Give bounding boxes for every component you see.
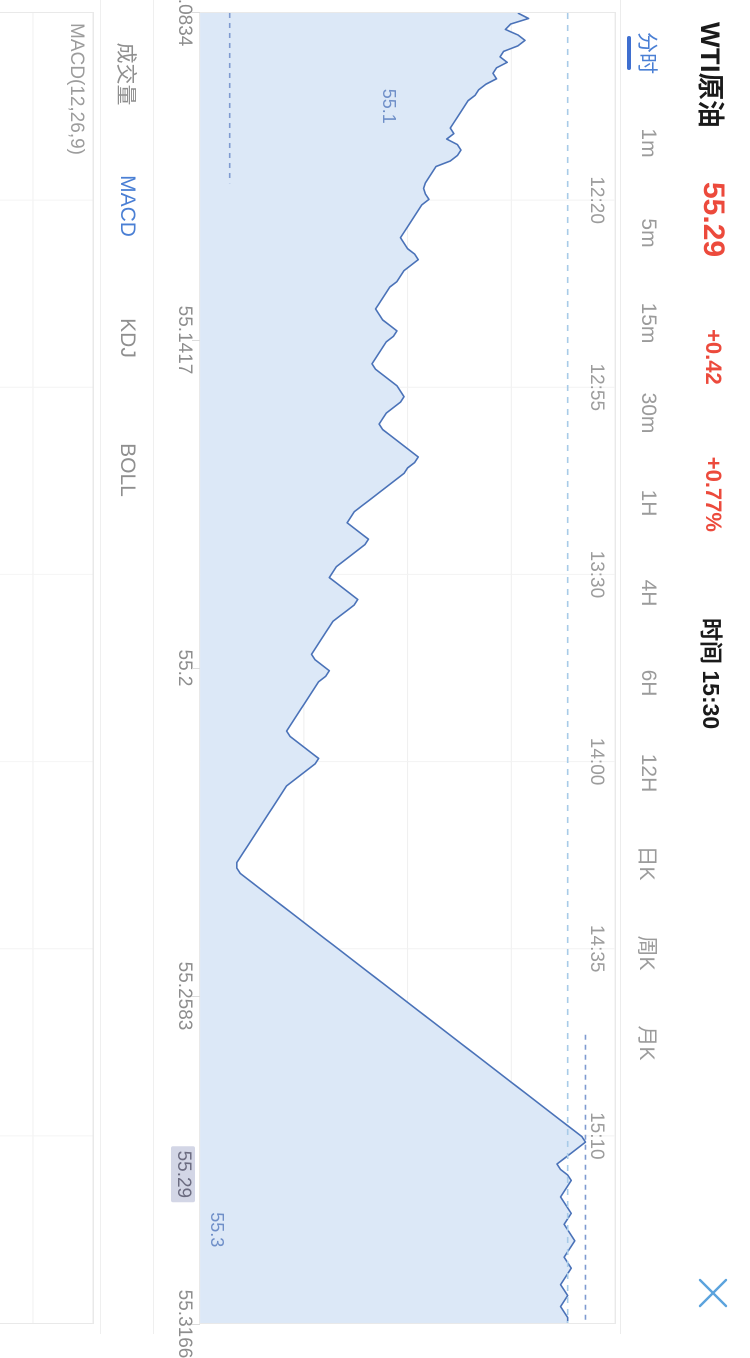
- tab-period-1m[interactable]: 1m: [621, 98, 676, 188]
- price-axis-tick-mark: [192, 1324, 201, 1325]
- tab-label: 分时: [635, 32, 659, 74]
- chart-body: 12:20 12:55 13:30 14:00 14:35 15:10 55.3 55.1…: [0, 0, 620, 1358]
- tab-label: 周K: [635, 935, 659, 971]
- tab-label: 5m: [637, 218, 661, 248]
- price-line-chart: [200, 13, 615, 1323]
- close-icon: [693, 1273, 733, 1313]
- tab-period-5m[interactable]: 5m: [621, 188, 676, 278]
- macd-chart-region: MACD(12,26,9) -0.0314 0.03138: [0, 0, 100, 1334]
- tab-period-4h[interactable]: 4H: [621, 548, 676, 638]
- tab-period-fenshi[interactable]: 分时: [621, 8, 676, 98]
- tab-period-15m[interactable]: 15m: [621, 278, 676, 368]
- tab-label: 4H: [637, 579, 661, 607]
- close-button[interactable]: [690, 1270, 736, 1316]
- price-axis-tick-mark: [192, 340, 201, 341]
- current-price-axis-label: 55.29: [171, 1146, 196, 1203]
- price-change: +0.42: [701, 329, 726, 385]
- tab-label: 1H: [637, 489, 661, 517]
- price-axis-tick: 55.0834: [174, 0, 196, 47]
- indicator-tab-volume[interactable]: 成交量: [112, 8, 142, 140]
- tab-label: 6H: [637, 669, 661, 697]
- tab-active-indicator: [627, 36, 631, 70]
- tab-period-month[interactable]: 月K: [621, 998, 676, 1088]
- indicator-tab-bar: 成交量 MACD KDJ BOLL: [100, 0, 155, 1334]
- price-axis-tick-mark: [192, 996, 201, 997]
- tab-label: 月K: [635, 1025, 659, 1061]
- indicator-tab-label: BOLL: [116, 443, 140, 497]
- period-tab-bar: 分时 1m 5m 15m 30m 1H: [620, 0, 676, 1334]
- price-chart-region: 12:20 12:55 13:30 14:00 14:35 15:10 55.3 55.1…: [154, 0, 620, 1358]
- tab-period-12h[interactable]: 12H: [621, 728, 676, 818]
- tab-period-day[interactable]: 日K: [621, 818, 676, 908]
- indicator-tab-boll[interactable]: BOLL: [115, 404, 139, 536]
- macd-chart-plot[interactable]: MACD(12,26,9): [0, 12, 95, 1324]
- indicator-tab-label: KDJ: [116, 318, 140, 358]
- page-title: WTI原油: [695, 22, 726, 128]
- header-bar: WTI原油 55.29 +0.42 +0.77% 时间 15:30: [676, 0, 750, 1334]
- tab-period-6h[interactable]: 6H: [621, 638, 676, 728]
- price-axis-tick-mark: [192, 668, 201, 669]
- tab-label: 1m: [637, 128, 661, 158]
- tab-period-1h[interactable]: 1H: [621, 458, 676, 548]
- indicator-tab-label: 成交量: [114, 42, 138, 106]
- tab-label: 12H: [637, 753, 661, 793]
- tab-period-week[interactable]: 周K: [621, 908, 676, 998]
- indicator-tab-label: MACD: [116, 175, 140, 237]
- price-change-percent: +0.77%: [701, 456, 726, 532]
- indicator-tab-kdj[interactable]: KDJ: [115, 272, 139, 404]
- quote-time: 时间 15:30: [698, 617, 724, 730]
- price-value-axis: 55.0834 55.1417 55.2 55.2583 55.3166 55.29: [154, 0, 201, 1358]
- last-price: 55.29: [697, 181, 730, 258]
- tab-label: 30m: [637, 392, 661, 434]
- price-chart-plot[interactable]: 12:20 12:55 13:30 14:00 14:35 15:10 55.3 55.1: [200, 12, 616, 1324]
- macd-indicator-chart: [0, 13, 93, 1323]
- tab-period-30m[interactable]: 30m: [621, 368, 676, 458]
- indicator-tab-macd[interactable]: MACD: [115, 140, 139, 272]
- tab-label: 15m: [637, 302, 661, 344]
- price-axis-tick-mark: [192, 12, 201, 13]
- tab-label: 日K: [635, 845, 659, 881]
